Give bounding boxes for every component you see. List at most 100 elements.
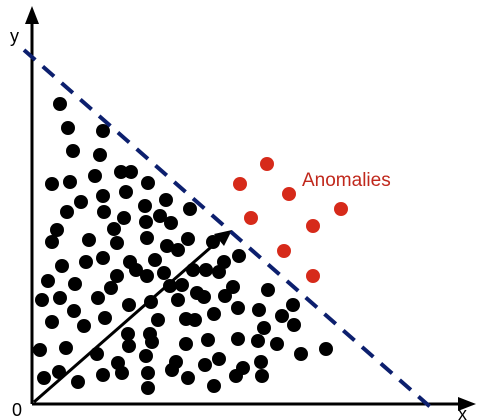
x-axis-arrowhead — [458, 397, 476, 411]
normal-data-point — [181, 232, 195, 246]
normal-data-point — [93, 148, 107, 162]
normal-data-point — [286, 298, 300, 312]
normal-data-point — [207, 379, 221, 393]
normal-data-point — [151, 313, 165, 327]
origin-label: 0 — [12, 400, 22, 420]
normal-data-point — [198, 358, 212, 372]
normal-data-point — [88, 169, 102, 183]
normal-data-point — [129, 263, 143, 277]
normal-data-point — [104, 281, 118, 295]
normal-data-point — [319, 342, 333, 356]
normal-data-point — [231, 332, 245, 346]
normal-data-point — [115, 366, 129, 380]
normal-data-point — [61, 121, 75, 135]
normal-data-point — [141, 176, 155, 190]
normal-data-point — [63, 175, 77, 189]
normal-data-point — [171, 243, 185, 257]
normal-data-point — [110, 269, 124, 283]
normal-data-point — [77, 319, 91, 333]
normal-data-point — [294, 347, 308, 361]
normal-data-point — [60, 205, 74, 219]
normal-data-point — [141, 366, 155, 380]
normal-data-point — [232, 249, 246, 263]
normal-data-point — [66, 144, 80, 158]
normal-data-point — [212, 352, 226, 366]
anomaly-data-point — [306, 269, 320, 283]
decision-boundary-line — [22, 48, 438, 414]
anomaly-data-point — [282, 187, 296, 201]
normal-points-group — [33, 97, 333, 395]
normal-data-point — [53, 97, 67, 111]
normal-data-point — [79, 255, 93, 269]
normal-data-point — [45, 315, 59, 329]
normal-data-point — [41, 274, 55, 288]
normal-data-point — [96, 368, 110, 382]
normal-data-point — [275, 309, 289, 323]
normal-data-point — [114, 165, 128, 179]
normal-data-point — [55, 259, 69, 273]
normal-data-point — [206, 235, 220, 249]
normal-data-point — [124, 165, 138, 179]
normal-data-point — [254, 355, 268, 369]
normal-data-point — [35, 293, 49, 307]
normal-data-point — [229, 369, 243, 383]
normal-data-point — [97, 205, 111, 219]
normal-data-point — [96, 251, 110, 265]
normal-data-point — [201, 333, 215, 347]
normal-data-point — [165, 363, 179, 377]
normal-data-point — [255, 369, 269, 383]
normal-data-point — [71, 375, 85, 389]
normal-data-point — [119, 185, 133, 199]
normal-data-point — [45, 177, 59, 191]
normal-data-point — [110, 236, 124, 250]
normal-data-point — [188, 313, 202, 327]
normal-data-point — [157, 266, 171, 280]
normal-data-point — [261, 283, 275, 297]
normal-data-point — [91, 291, 105, 305]
normal-data-point — [33, 343, 47, 357]
normal-data-point — [199, 263, 213, 277]
normal-data-point — [153, 209, 167, 223]
normal-data-point — [186, 263, 200, 277]
normal-data-point — [190, 286, 204, 300]
normal-data-point — [218, 289, 232, 303]
normal-data-point — [122, 298, 136, 312]
normal-data-point — [141, 381, 155, 395]
axes: y x 0 — [10, 6, 476, 420]
normal-data-point — [148, 253, 162, 267]
normal-data-point — [207, 307, 221, 321]
normal-data-point — [251, 334, 265, 348]
normal-data-point — [160, 239, 174, 253]
anomaly-data-point — [244, 211, 258, 225]
normal-data-point — [96, 124, 110, 138]
normal-data-point — [117, 211, 131, 225]
direction-arrow-line — [33, 239, 219, 404]
normal-data-point — [181, 371, 195, 385]
anomaly-points-group — [233, 157, 348, 283]
anomaly-data-point — [277, 244, 291, 258]
normal-data-point — [74, 195, 88, 209]
normal-data-point — [59, 341, 73, 355]
anomaly-data-point — [260, 157, 274, 171]
normal-data-point — [67, 304, 81, 318]
anomaly-data-point — [306, 219, 320, 233]
normal-data-point — [163, 279, 177, 293]
normal-data-point — [183, 202, 197, 216]
normal-data-point — [121, 327, 135, 341]
normal-data-point — [159, 193, 173, 207]
normal-data-point — [164, 216, 178, 230]
x-axis-label: x — [458, 404, 467, 420]
normal-data-point — [98, 311, 112, 325]
normal-data-point — [179, 337, 193, 351]
normal-data-point — [68, 277, 82, 291]
direction-arrowhead — [214, 230, 232, 246]
normal-data-point — [257, 321, 271, 335]
y-axis-arrowhead — [25, 6, 39, 24]
normal-data-point — [45, 235, 59, 249]
normal-data-point — [50, 223, 64, 237]
normal-data-point — [96, 189, 110, 203]
normal-data-point — [252, 303, 266, 317]
normal-data-point — [171, 293, 185, 307]
normal-data-point — [175, 278, 189, 292]
normal-data-point — [122, 339, 136, 353]
